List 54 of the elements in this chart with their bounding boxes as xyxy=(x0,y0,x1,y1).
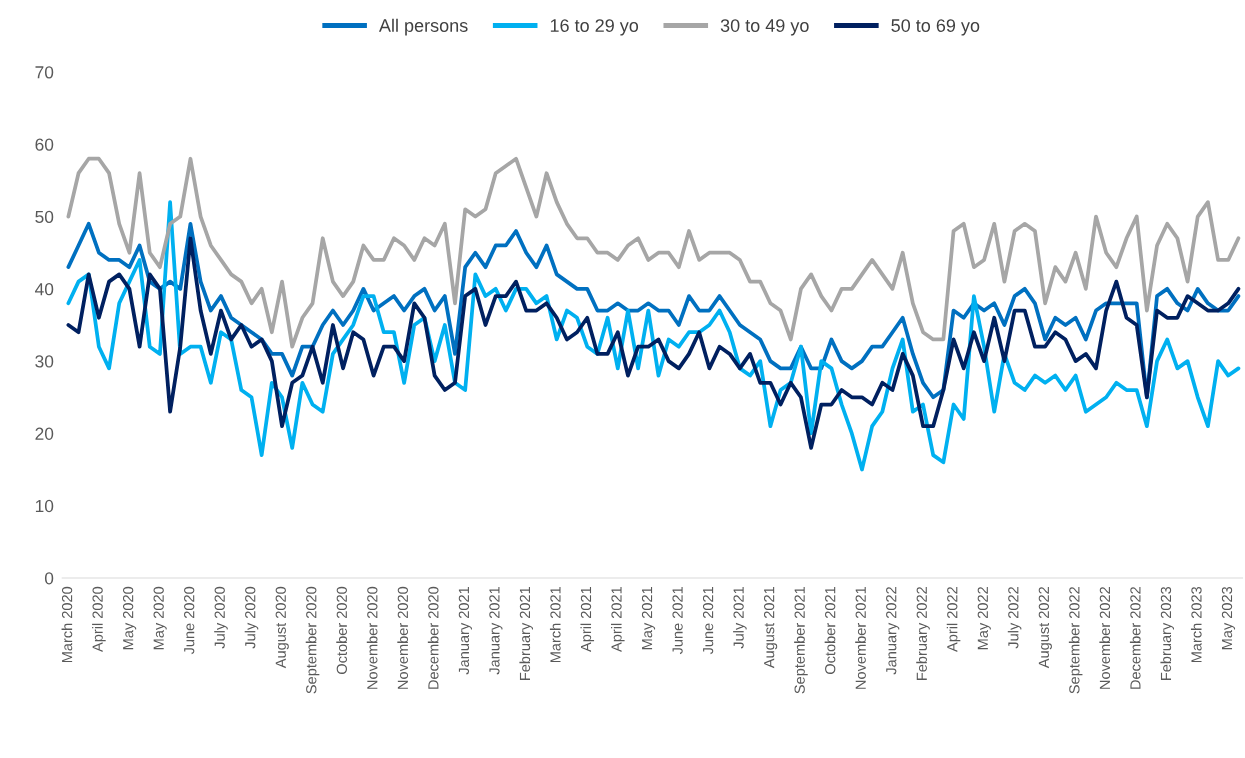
x-tick-label: September 2022 xyxy=(1068,587,1083,694)
x-tick-label: August 2020 xyxy=(275,586,289,669)
y-tick-label: 70 xyxy=(35,66,54,79)
x-tick-label: April 2022 xyxy=(946,587,961,652)
x-tick-label: February 2021 xyxy=(519,587,534,680)
x-tick-label: February 2022 xyxy=(916,587,930,680)
y-tick-label: 20 xyxy=(35,427,54,440)
x-tick-label: May 2022 xyxy=(977,587,991,650)
x-tick-label: November 2021 xyxy=(855,587,866,689)
x-tick-label: July 2020 xyxy=(244,586,259,649)
x-tick-label: August 2021 xyxy=(763,587,778,669)
x-tick-label: November 2020 xyxy=(366,586,378,689)
y-tick-label: 0 xyxy=(44,572,54,585)
x-tick-label: January 2021 xyxy=(458,587,472,675)
x-tick-label: June 2020 xyxy=(184,586,195,655)
x-tick-label: January 2021 xyxy=(489,587,503,675)
x-tick-label: December 2022 xyxy=(1129,587,1141,689)
y-tick-label: 10 xyxy=(35,499,54,513)
x-tick-label: November 2022 xyxy=(1099,587,1111,689)
legend-label: All persons xyxy=(378,18,468,36)
x-tick-label: June 2021 xyxy=(672,587,683,655)
line-series xyxy=(66,236,1241,450)
x-tick-label: December 2020 xyxy=(427,586,439,689)
y-tick-label: 40 xyxy=(35,283,54,296)
legend-label: 50 to 69 yo xyxy=(891,19,980,36)
x-tick-label: July 2021 xyxy=(733,587,747,649)
x-tick-label: August 2022 xyxy=(1038,587,1052,669)
x-tick-label: November 2020 xyxy=(397,586,409,689)
x-tick-label: April 2021 xyxy=(580,587,595,652)
legend-label: 30 to 49 yo xyxy=(720,19,809,36)
x-tick-label: May 2021 xyxy=(641,587,656,650)
x-tick-label: July 2020 xyxy=(214,586,228,649)
x-tick-label: July 2022 xyxy=(1007,587,1022,649)
x-tick-label: October 2020 xyxy=(336,586,347,674)
x-tick-label: October 2021 xyxy=(824,587,836,674)
y-tick-label: 50 xyxy=(35,210,54,224)
y-tick-label: 60 xyxy=(35,138,54,151)
x-tick-label: May 2023 xyxy=(1221,586,1236,650)
x-tick-label: January 2022 xyxy=(886,587,900,675)
x-tick-label: September 2020 xyxy=(305,586,320,694)
x-tick-label: March 2020 xyxy=(61,586,73,663)
line-series xyxy=(66,200,1241,472)
x-tick-label: April 2020 xyxy=(92,586,106,652)
y-tick-label: 30 xyxy=(35,355,54,368)
legend-label: 16 to 29 yo xyxy=(550,19,639,36)
x-tick-label: March 2021 xyxy=(549,587,561,663)
x-tick-label: June 2021 xyxy=(702,587,714,655)
x-tick-label: May 2020 xyxy=(153,586,167,650)
x-tick-label: April 2021 xyxy=(610,587,625,652)
x-tick-label: February 2023 xyxy=(1160,586,1175,680)
x-tick-label: March 2023 xyxy=(1190,586,1202,663)
line-series xyxy=(66,156,1241,349)
x-tick-label: September 2021 xyxy=(794,587,808,694)
x-tick-label: May 2020 xyxy=(122,586,137,650)
